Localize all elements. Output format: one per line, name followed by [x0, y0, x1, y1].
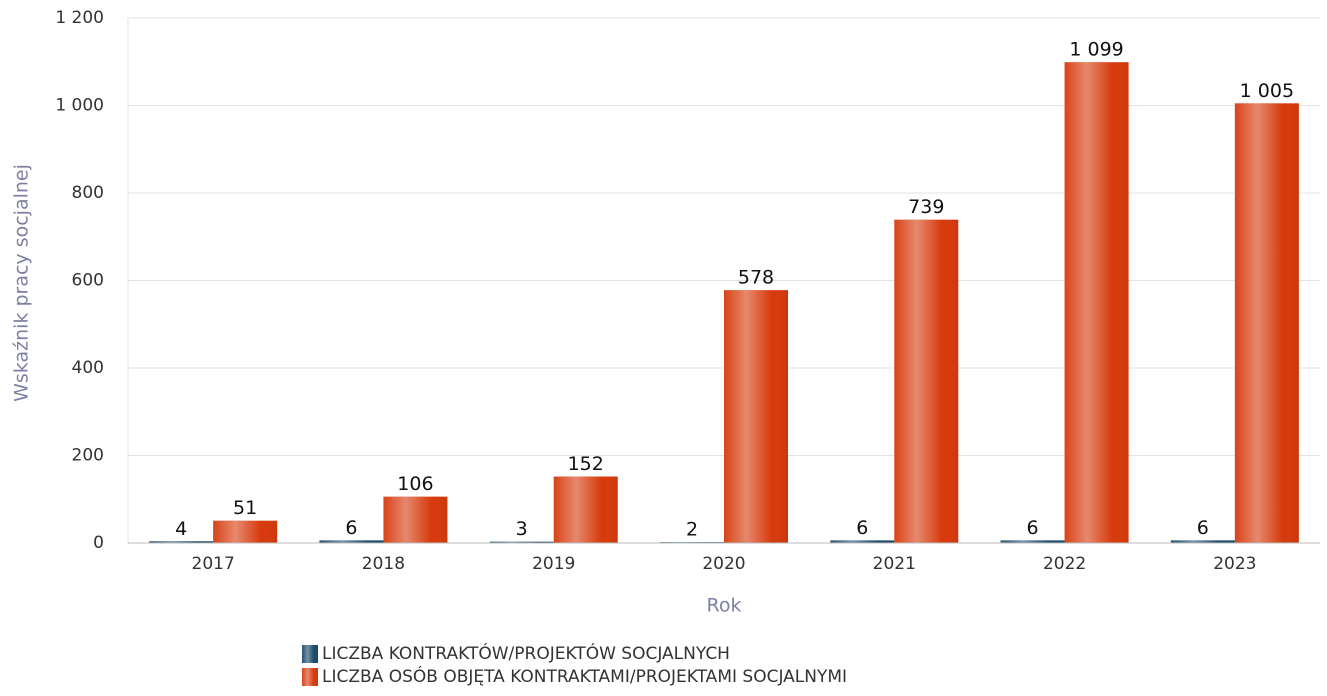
- bar-highlight: [319, 540, 384, 543]
- data-label: 6: [1197, 517, 1209, 539]
- bar-highlight: [383, 496, 448, 543]
- legend-swatch-highlight: [302, 645, 318, 663]
- bar-highlight: [1170, 540, 1235, 543]
- x-tick-label: 2023: [1213, 554, 1256, 574]
- bar-highlight: [553, 476, 618, 543]
- bar-highlight: [489, 541, 554, 543]
- x-tick-label: 2019: [532, 554, 575, 574]
- x-tick-label: 2021: [873, 554, 916, 574]
- y-tick-label: 400: [72, 358, 104, 378]
- data-label: 739: [908, 196, 944, 218]
- data-label: 578: [738, 267, 774, 289]
- legend-label: LICZBA OSÓB OBJĘTA KONTRAKTAMI/PROJEKTAM…: [322, 665, 847, 687]
- bar-highlight: [149, 541, 214, 543]
- data-label: 152: [568, 453, 604, 475]
- x-tick-label: 2020: [702, 554, 745, 574]
- bar-highlight: [1000, 540, 1065, 543]
- bar-highlight: [830, 540, 895, 543]
- bar-highlight: [724, 290, 788, 543]
- data-label: 3: [516, 518, 528, 540]
- data-label: 106: [397, 473, 433, 495]
- data-label: 6: [345, 517, 357, 539]
- data-label: 6: [1027, 517, 1039, 539]
- data-label: 6: [856, 517, 868, 539]
- bar-highlight: [1064, 62, 1129, 543]
- x-tick-label: 2017: [192, 554, 235, 574]
- x-tick-label: 2022: [1043, 554, 1086, 574]
- x-axis-title: Rok: [707, 595, 742, 617]
- y-tick-label: 800: [72, 183, 104, 203]
- bar-highlight: [1234, 103, 1299, 543]
- data-label: 2: [686, 519, 698, 541]
- data-label: 1 099: [1069, 39, 1123, 61]
- bar-highlight: [213, 520, 278, 543]
- data-label: 4: [175, 518, 187, 540]
- legend-label: LICZBA KONTRAKTÓW/PROJEKTÓW SOCJALNYCH: [322, 642, 730, 664]
- y-axis-title: Wskaźnik pracy socjalnej: [11, 164, 33, 402]
- y-tick-label: 1 200: [55, 8, 104, 28]
- y-tick-label: 200: [72, 446, 104, 466]
- bar-highlight: [894, 219, 959, 543]
- y-tick-label: 1 000: [55, 96, 104, 116]
- legend-swatch-highlight: [302, 668, 318, 686]
- y-tick-label: 0: [93, 533, 104, 553]
- data-label: 51: [233, 497, 257, 519]
- data-label: 1 005: [1240, 80, 1294, 102]
- y-tick-label: 600: [72, 271, 104, 291]
- x-tick-label: 2018: [362, 554, 405, 574]
